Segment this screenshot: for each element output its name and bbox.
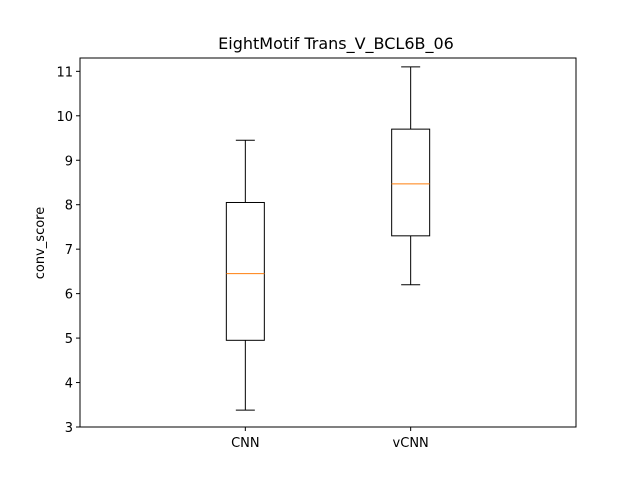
y-tick-label: 6 <box>65 288 73 303</box>
y-tick-label: 10 <box>56 110 73 125</box>
box-cnn <box>225 139 265 411</box>
box-series <box>225 66 431 411</box>
y-axis-label: conv_score <box>33 207 48 279</box>
y-tick-label: 5 <box>65 332 73 347</box>
x-tick-label: CNN <box>231 436 260 451</box>
y-tick-label: 11 <box>56 65 73 80</box>
axis-ticks: 3 4 5 6 7 8 9 10 11 CNN vCNN <box>56 65 428 451</box>
chart-title: EightMotif Trans_V_BCL6B_06 <box>218 34 454 54</box>
iqr-box <box>391 128 431 237</box>
y-tick-label: 7 <box>65 243 73 258</box>
x-tick-label: vCNN <box>393 436 429 451</box>
y-tick-label: 4 <box>65 377 73 392</box>
y-tick-label: 3 <box>65 421 73 436</box>
plot-frame <box>79 57 577 428</box>
y-tick-label: 9 <box>65 154 73 169</box>
iqr-box <box>225 201 265 341</box>
y-tick-label: 8 <box>65 199 73 214</box>
box-vcnn <box>391 66 431 286</box>
